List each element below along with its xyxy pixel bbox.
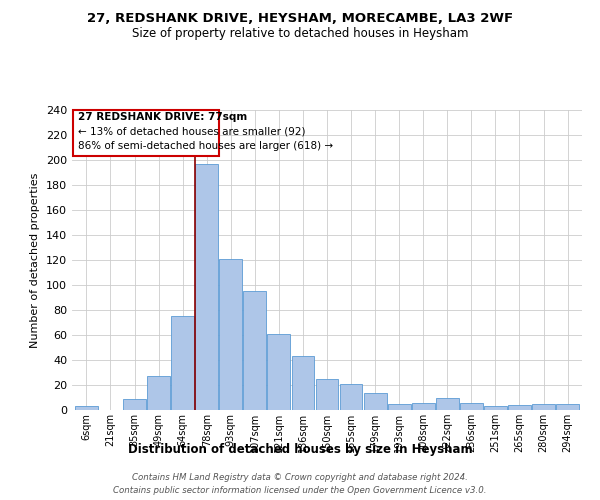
Text: ← 13% of detached houses are smaller (92): ← 13% of detached houses are smaller (92… xyxy=(78,126,305,136)
Text: Contains public sector information licensed under the Open Government Licence v3: Contains public sector information licen… xyxy=(113,486,487,495)
Bar xyxy=(388,404,410,410)
Text: 86% of semi-detached houses are larger (618) →: 86% of semi-detached houses are larger (… xyxy=(78,141,333,151)
Bar xyxy=(436,398,459,410)
FancyBboxPatch shape xyxy=(73,110,219,156)
Bar xyxy=(220,259,242,410)
Text: Size of property relative to detached houses in Heysham: Size of property relative to detached ho… xyxy=(132,28,468,40)
Bar xyxy=(364,392,386,410)
Text: Distribution of detached houses by size in Heysham: Distribution of detached houses by size … xyxy=(128,442,472,456)
Bar xyxy=(412,402,434,410)
Bar xyxy=(340,384,362,410)
Bar xyxy=(147,376,170,410)
Bar xyxy=(484,406,507,410)
Bar xyxy=(123,399,146,410)
Bar xyxy=(316,379,338,410)
Bar xyxy=(171,316,194,410)
Bar xyxy=(268,334,290,410)
Bar xyxy=(244,291,266,410)
Y-axis label: Number of detached properties: Number of detached properties xyxy=(31,172,40,348)
Bar xyxy=(556,404,579,410)
Text: 27, REDSHANK DRIVE, HEYSHAM, MORECAMBE, LA3 2WF: 27, REDSHANK DRIVE, HEYSHAM, MORECAMBE, … xyxy=(87,12,513,26)
Text: Contains HM Land Registry data © Crown copyright and database right 2024.: Contains HM Land Registry data © Crown c… xyxy=(132,472,468,482)
Bar xyxy=(292,356,314,410)
Bar xyxy=(75,406,98,410)
Bar xyxy=(532,404,555,410)
Bar xyxy=(508,405,531,410)
Bar xyxy=(460,402,483,410)
Bar xyxy=(195,164,218,410)
Text: 27 REDSHANK DRIVE: 77sqm: 27 REDSHANK DRIVE: 77sqm xyxy=(78,112,247,122)
